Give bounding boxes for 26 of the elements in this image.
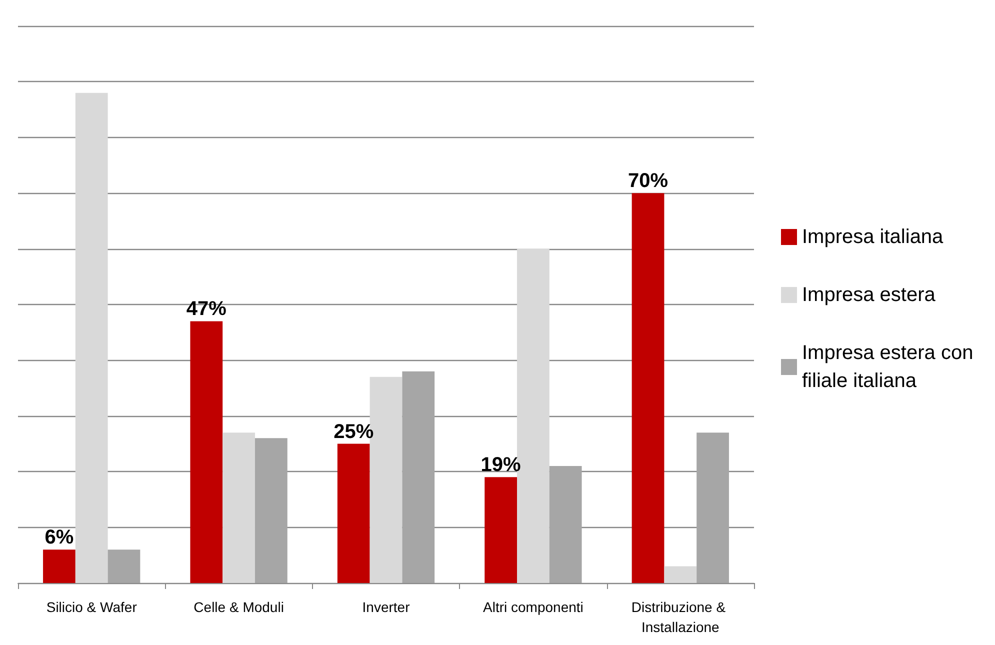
data-label: 19%: [480, 454, 522, 476]
x-tick-label: Distribuzione & Installazione: [631, 599, 730, 635]
data-label: 25%: [334, 420, 374, 443]
x-tick-label: Celle & Moduli: [194, 599, 284, 615]
bar: [43, 550, 76, 583]
bar: [254, 438, 288, 583]
legend-label: Impresa estera: [802, 284, 936, 306]
bar: [549, 466, 582, 583]
x-tick-label: Altri componenti: [483, 599, 584, 615]
bar: [190, 321, 223, 583]
bar: [402, 371, 435, 583]
data-label: 6%: [44, 526, 74, 549]
bar: [337, 444, 370, 583]
data-label: 47%: [186, 298, 227, 320]
bar: [75, 92, 108, 583]
x-tick-label: Silicio & Wafer: [46, 599, 138, 615]
data-label: 70%: [628, 170, 668, 192]
legend-label: Impresa italiana: [802, 226, 944, 248]
x-tick-label: Inverter: [362, 599, 410, 615]
bar: [696, 432, 729, 583]
bar: [222, 432, 255, 583]
bar: [484, 477, 518, 583]
legend-label: Impresa estera con filiale italiana: [802, 342, 979, 392]
bar: [664, 566, 697, 583]
bar: [632, 193, 664, 583]
bar: [108, 550, 140, 583]
